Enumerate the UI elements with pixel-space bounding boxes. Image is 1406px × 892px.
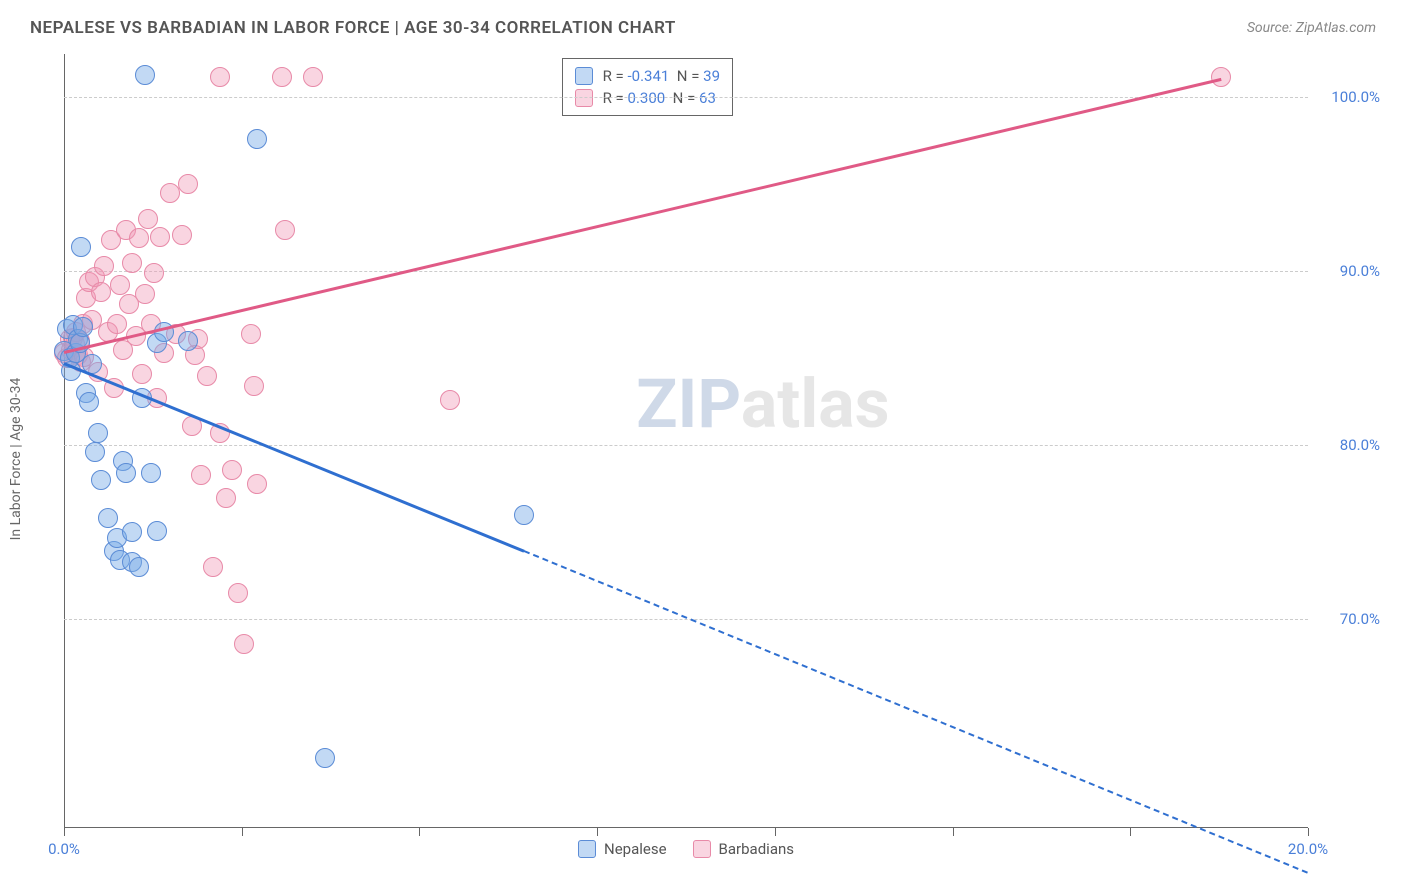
point-barbadians: [247, 474, 267, 494]
point-nepalese: [178, 331, 198, 351]
legend-item-barbadians: Barbadians: [693, 840, 794, 858]
point-nepalese: [135, 65, 155, 85]
point-barbadians: [94, 256, 114, 276]
point-nepalese: [91, 470, 111, 490]
point-barbadians: [216, 488, 236, 508]
legend-swatch-barbadians: [693, 840, 711, 858]
source-attribution: Source: ZipAtlas.com: [1247, 20, 1376, 36]
point-nepalese: [147, 521, 167, 541]
point-nepalese: [85, 442, 105, 462]
point-barbadians: [107, 314, 127, 334]
legend-item-nepalese: Nepalese: [578, 840, 667, 858]
point-barbadians: [150, 227, 170, 247]
y-tick-label: 90.0%: [1340, 262, 1380, 280]
point-nepalese: [247, 129, 267, 149]
swatch-nepalese: [575, 67, 593, 85]
point-barbadians: [1211, 67, 1231, 87]
legend-label-barbadians: Barbadians: [719, 840, 794, 858]
point-nepalese: [116, 463, 136, 483]
y-axis-line: [64, 54, 65, 828]
point-barbadians: [241, 324, 261, 344]
point-barbadians: [234, 634, 254, 654]
legend-swatch-nepalese: [578, 840, 596, 858]
point-nepalese: [88, 423, 108, 443]
trendline-nepalese-extrap: [524, 550, 1308, 874]
point-barbadians: [110, 275, 130, 295]
point-barbadians: [228, 583, 248, 603]
point-barbadians: [210, 67, 230, 87]
point-barbadians: [203, 557, 223, 577]
stats-row-nepalese: R = -0.341 N = 39: [575, 65, 720, 87]
y-tick-label: 100.0%: [1331, 88, 1380, 106]
point-barbadians: [303, 67, 323, 87]
plot-area: ZIPatlas R = -0.341 N = 39 R = 0.300 N =…: [64, 54, 1308, 828]
stats-text-nepalese: R = -0.341 N = 39: [603, 67, 720, 85]
x-tick: [953, 828, 954, 836]
point-nepalese: [98, 508, 118, 528]
point-nepalese: [71, 237, 91, 257]
point-barbadians: [191, 465, 211, 485]
point-nepalese: [141, 463, 161, 483]
point-barbadians: [178, 174, 198, 194]
point-barbadians: [129, 228, 149, 248]
x-axis-line: [64, 827, 1308, 828]
point-barbadians: [222, 460, 242, 480]
point-nepalese: [122, 522, 142, 542]
point-nepalese: [79, 392, 99, 412]
point-nepalese: [129, 557, 149, 577]
y-tick-label: 70.0%: [1340, 610, 1380, 628]
gridline: [64, 271, 1308, 272]
point-barbadians: [172, 225, 192, 245]
point-barbadians: [272, 67, 292, 87]
point-barbadians: [275, 220, 295, 240]
point-barbadians: [244, 376, 264, 396]
legend: Nepalese Barbadians: [578, 840, 794, 858]
x-tick: [64, 828, 65, 836]
point-barbadians: [144, 263, 164, 283]
point-barbadians: [135, 284, 155, 304]
point-barbadians: [440, 390, 460, 410]
x-tick: [419, 828, 420, 836]
x-tick: [1130, 828, 1131, 836]
gridline: [64, 445, 1308, 446]
point-barbadians: [122, 253, 142, 273]
x-tick-label: 0.0%: [48, 840, 80, 858]
watermark-rest: atlas: [741, 364, 890, 444]
x-tick-label: 20.0%: [1288, 840, 1328, 858]
gridline: [64, 97, 1308, 98]
point-barbadians: [138, 209, 158, 229]
gridline: [64, 619, 1308, 620]
chart-container: In Labor Force | Age 30-34 ZIPatlas R = …: [22, 54, 1388, 864]
legend-label-nepalese: Nepalese: [604, 840, 667, 858]
correlation-stats-box: R = -0.341 N = 39 R = 0.300 N = 63: [562, 58, 733, 116]
x-tick: [775, 828, 776, 836]
watermark: ZIPatlas: [636, 364, 889, 444]
point-barbadians: [91, 282, 111, 302]
point-barbadians: [197, 366, 217, 386]
point-nepalese: [514, 505, 534, 525]
trendline-barbadians: [64, 78, 1221, 354]
x-tick: [597, 828, 598, 836]
point-nepalese: [73, 317, 93, 337]
y-axis-label: In Labor Force | Age 30-34: [8, 378, 24, 541]
y-tick-label: 80.0%: [1340, 436, 1380, 454]
watermark-bold: ZIP: [636, 364, 741, 444]
point-nepalese: [315, 748, 335, 768]
chart-title: NEPALESE VS BARBADIAN IN LABOR FORCE | A…: [30, 18, 676, 38]
point-barbadians: [132, 364, 152, 384]
point-barbadians: [160, 183, 180, 203]
x-tick: [1308, 828, 1309, 836]
x-tick: [242, 828, 243, 836]
